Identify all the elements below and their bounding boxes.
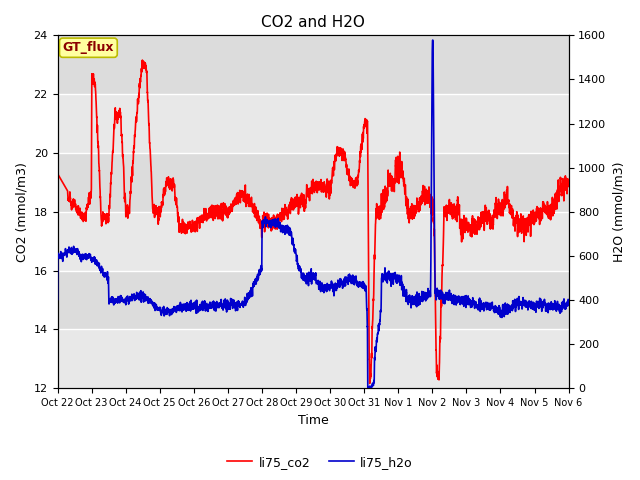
li75_h2o	[521, 301, 529, 307]
li75_h2o	[54, 297, 61, 302]
li75_h2o	[166, 308, 174, 314]
Line: li75_h2o: li75_h2o	[58, 40, 603, 388]
X-axis label: Time: Time	[298, 414, 328, 427]
Line: li75_co2: li75_co2	[58, 60, 603, 384]
li75_h2o	[367, 385, 375, 391]
Bar	[58, 212, 568, 271]
Y-axis label: H2O (mmol/m3): H2O (mmol/m3)	[612, 162, 625, 262]
li75_h2o	[507, 306, 515, 312]
li75_co2	[480, 216, 488, 221]
li75_co2	[380, 206, 387, 212]
li75_co2	[599, 309, 607, 314]
Y-axis label: CO2 (mmol/m3): CO2 (mmol/m3)	[15, 162, 28, 262]
li75_co2	[366, 381, 374, 386]
Title: CO2 and H2O: CO2 and H2O	[261, 15, 365, 30]
Bar	[58, 94, 568, 153]
Bar	[58, 329, 568, 388]
li75_co2	[54, 360, 61, 366]
li75_h2o	[380, 272, 387, 277]
li75_co2	[351, 180, 358, 185]
li75_co2	[138, 57, 146, 63]
Legend: li75_co2, li75_h2o: li75_co2, li75_h2o	[222, 451, 418, 474]
li75_h2o	[599, 332, 607, 337]
li75_co2	[521, 221, 529, 227]
li75_h2o	[350, 278, 358, 284]
li75_h2o	[429, 37, 436, 43]
li75_co2	[167, 177, 175, 182]
Text: GT_flux: GT_flux	[63, 41, 114, 54]
li75_h2o	[480, 307, 488, 313]
li75_co2	[507, 205, 515, 211]
